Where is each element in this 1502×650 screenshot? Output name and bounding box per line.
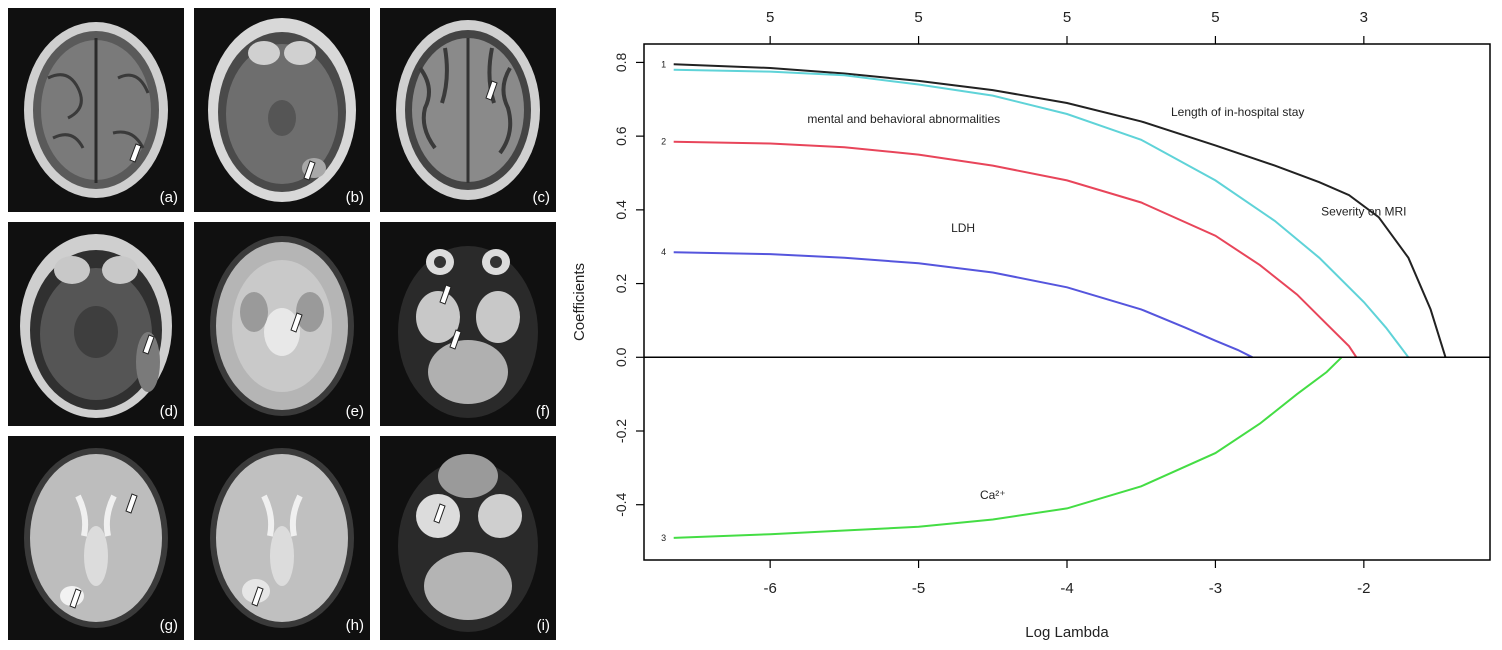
mri-scan-image: [208, 18, 356, 202]
panel-label: (a): [159, 189, 178, 206]
panel-label: (g): [159, 617, 178, 634]
mri-scan-image: [20, 234, 172, 418]
series-line: [673, 251, 1253, 359]
panel-label: (f): [535, 403, 550, 420]
x-tick-label: -6: [763, 580, 776, 597]
panel-label: (b): [345, 189, 364, 206]
series-annotation: mental and behavioral abnormalities: [807, 112, 1000, 126]
annotation-layer: mental and behavioral abnormalities Lengt…: [807, 105, 1406, 502]
panel-label: (i): [536, 617, 550, 634]
series-index-label: 3: [661, 533, 666, 543]
y-tick-label: 0.8: [613, 52, 629, 72]
x-axis-label: Log Lambda: [1025, 624, 1109, 641]
top-tick-label: 3: [1360, 9, 1368, 26]
mri-panel-c: (c): [380, 8, 556, 212]
series-annotation: Length of in-hospital stay: [1171, 105, 1304, 119]
panel-label: (h): [345, 617, 364, 634]
top-tick-label: 5: [766, 9, 774, 26]
y-tick-label: 0.0: [613, 347, 629, 367]
mri-image-grid: (a) (b) (c): [0, 0, 560, 650]
mri-scan-image: [396, 20, 540, 200]
series-layer: 1 2 4 3: [661, 59, 1447, 543]
panel-label: (d): [159, 403, 178, 420]
tick-layer: -6 -5 -4 -3 -2 5 5 5 5 3 0.8 0.6 0.4 0.2 0.0 -0.2 -0.4: [613, 9, 1490, 597]
top-tick-label: 5: [1211, 9, 1219, 26]
series-line: [673, 356, 1343, 539]
mri-panel-a: (a): [8, 8, 184, 212]
mri-panel-g: (g): [8, 436, 184, 640]
mri-panel-e: (e): [194, 222, 370, 426]
panel-label: (c): [532, 189, 551, 206]
x-tick-label: -4: [1060, 580, 1073, 597]
series-index-label: 2: [661, 137, 666, 147]
top-tick-label: 5: [1063, 9, 1071, 26]
y-tick-label: -0.4: [613, 492, 629, 516]
mri-scan-image: [210, 448, 354, 628]
mri-panel-f: (f): [380, 222, 556, 426]
series-index-label: 4: [661, 247, 666, 257]
mri-panel-h: (h): [194, 436, 370, 640]
y-tick-label: 0.2: [613, 274, 629, 294]
series-annotation: LDH: [951, 221, 975, 235]
y-tick-label: -0.2: [613, 419, 629, 443]
mri-scan-image: [24, 22, 168, 198]
mri-panel-d: (d): [8, 222, 184, 426]
mri-scan-image: [24, 448, 168, 628]
x-tick-label: -3: [1209, 580, 1222, 597]
series-annotation: Severity on MRI: [1321, 204, 1406, 218]
y-axis-label: Coefficients: [571, 263, 588, 341]
x-tick-label: -5: [912, 580, 925, 597]
series-annotation: Ca²⁺: [980, 488, 1006, 502]
top-tick-label: 5: [914, 9, 922, 26]
mri-panel-b: (b): [194, 8, 370, 212]
mri-panel-i: (i): [380, 436, 556, 640]
panel-label: (e): [345, 403, 364, 420]
series-line: [673, 68, 1410, 358]
mri-scan-image: [210, 236, 354, 416]
series-index-label: 1: [661, 59, 666, 69]
mri-scan-image: [398, 454, 538, 632]
series-line: [673, 140, 1358, 358]
mri-scan-image: [398, 246, 538, 418]
series-line: [673, 63, 1447, 358]
y-tick-label: 0.4: [613, 200, 629, 220]
y-tick-label: 0.6: [613, 126, 629, 146]
x-tick-label: -2: [1357, 580, 1370, 597]
